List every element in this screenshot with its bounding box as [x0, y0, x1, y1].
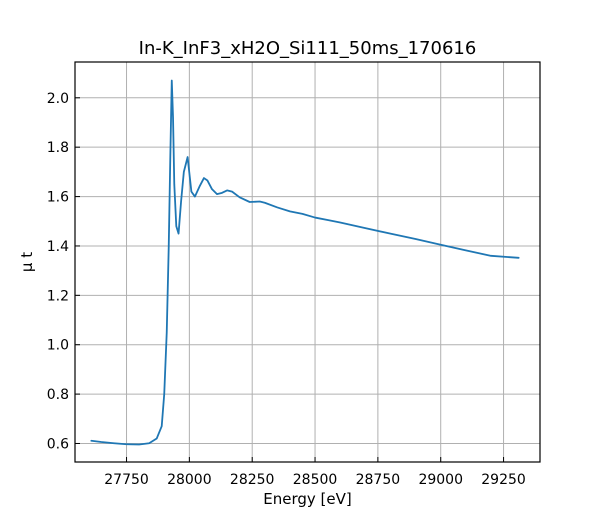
- series-layer: [90, 79, 520, 446]
- x-tick-label: 29000: [418, 472, 463, 488]
- y-tick-label: 1.4: [47, 239, 69, 255]
- y-tick-label: 1.6: [47, 190, 69, 206]
- y-tick-label: 0.8: [47, 387, 69, 403]
- x-tick-label: 27750: [104, 472, 149, 488]
- x-tick-label: 29250: [481, 472, 526, 488]
- y-tick-label: 0.6: [47, 436, 69, 452]
- x-axis: 27750 28000 28250 28500 28750 29000 29250: [104, 457, 526, 488]
- plot-frame: [74, 61, 541, 463]
- y-tick-label: 1.8: [47, 140, 69, 156]
- x-axis-label: Energy [eV]: [263, 490, 351, 508]
- y-axis: 0.6 0.8 1.0 1.2 1.4 1.6 1.8 2.0: [47, 91, 80, 452]
- x-tick-label: 28000: [167, 472, 212, 488]
- y-tick-label: 1.0: [47, 338, 69, 354]
- y-tick-label: 2.0: [47, 91, 69, 107]
- y-axis-label: μ t: [18, 252, 36, 272]
- series-line: [90, 79, 520, 446]
- grid: [75, 62, 540, 462]
- y-tick-label: 1.2: [47, 288, 69, 304]
- chart-title: In-K_InF3_xH2O_Si111_50ms_170616: [139, 38, 477, 59]
- x-tick-label: 28750: [356, 472, 401, 488]
- x-tick-label: 28500: [293, 472, 338, 488]
- x-tick-label: 28250: [230, 472, 275, 488]
